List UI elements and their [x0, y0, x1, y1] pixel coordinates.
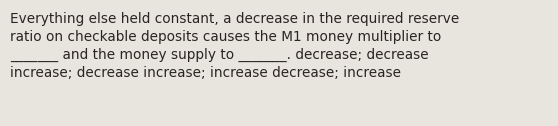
Text: increase; decrease increase; increase decrease; increase: increase; decrease increase; increase de…	[10, 66, 401, 80]
Text: _______ and the money supply to _______. decrease; decrease: _______ and the money supply to _______.…	[10, 48, 429, 62]
Text: Everything else held constant, a decrease in the required reserve: Everything else held constant, a decreas…	[10, 12, 459, 26]
Text: ratio on checkable deposits causes the M1 money multiplier to: ratio on checkable deposits causes the M…	[10, 30, 441, 44]
